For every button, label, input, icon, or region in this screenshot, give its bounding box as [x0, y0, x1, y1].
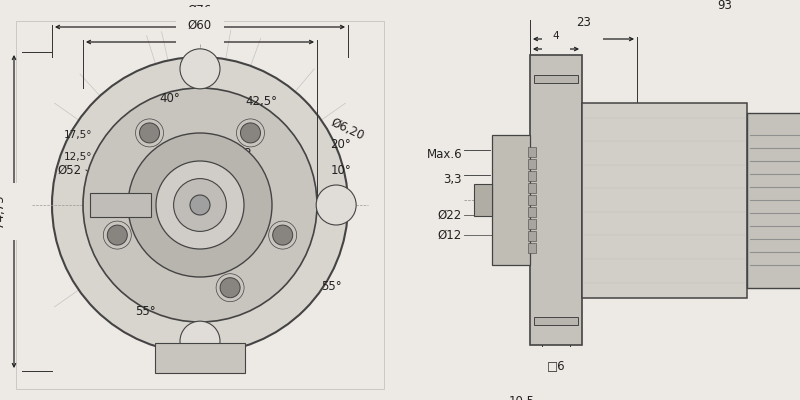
Text: 6,2: 6,2 — [233, 146, 251, 160]
Text: 4: 4 — [553, 31, 559, 41]
Text: 20°: 20° — [330, 138, 351, 152]
Text: 17,5°: 17,5° — [63, 130, 92, 140]
FancyBboxPatch shape — [528, 243, 536, 253]
Text: Ø76: Ø76 — [188, 4, 212, 17]
Circle shape — [156, 161, 244, 249]
Circle shape — [273, 225, 293, 245]
Text: □6: □6 — [546, 359, 566, 372]
FancyBboxPatch shape — [528, 195, 536, 205]
Text: 42,5°: 42,5° — [245, 95, 277, 108]
FancyBboxPatch shape — [528, 171, 536, 181]
Text: 10°: 10° — [330, 164, 351, 176]
Text: 3,3: 3,3 — [443, 174, 462, 186]
Text: 55°: 55° — [322, 280, 342, 293]
FancyBboxPatch shape — [528, 231, 536, 241]
FancyBboxPatch shape — [582, 102, 747, 298]
FancyBboxPatch shape — [528, 159, 536, 169]
FancyBboxPatch shape — [155, 343, 245, 373]
Circle shape — [52, 57, 348, 353]
Circle shape — [180, 321, 220, 361]
Circle shape — [316, 185, 356, 225]
Text: Ø6,20: Ø6,20 — [329, 116, 366, 142]
Text: 55°: 55° — [134, 305, 155, 318]
Text: 40°: 40° — [160, 92, 180, 105]
Circle shape — [241, 123, 261, 143]
FancyBboxPatch shape — [16, 21, 384, 389]
FancyBboxPatch shape — [492, 135, 530, 265]
FancyBboxPatch shape — [528, 147, 536, 157]
Circle shape — [139, 123, 159, 143]
Circle shape — [107, 225, 127, 245]
Circle shape — [128, 133, 272, 277]
Text: Max.6: Max.6 — [426, 148, 462, 162]
Circle shape — [174, 178, 226, 231]
Text: 74,75: 74,75 — [0, 195, 6, 228]
Circle shape — [180, 49, 220, 89]
Text: Ø22: Ø22 — [438, 208, 462, 222]
Circle shape — [220, 278, 240, 298]
Text: 23: 23 — [576, 16, 591, 29]
Text: 10,5: 10,5 — [509, 395, 535, 400]
Text: 12,5°: 12,5° — [63, 152, 92, 162]
FancyBboxPatch shape — [528, 207, 536, 217]
FancyBboxPatch shape — [747, 112, 800, 288]
FancyBboxPatch shape — [534, 75, 578, 83]
FancyBboxPatch shape — [530, 55, 582, 345]
Text: Ø52: Ø52 — [58, 164, 82, 176]
FancyBboxPatch shape — [528, 219, 536, 229]
FancyBboxPatch shape — [534, 317, 578, 325]
Circle shape — [190, 195, 210, 215]
Polygon shape — [90, 193, 151, 217]
FancyBboxPatch shape — [474, 184, 492, 216]
Text: 11: 11 — [201, 138, 215, 152]
FancyBboxPatch shape — [528, 183, 536, 193]
Text: Ø12: Ø12 — [438, 228, 462, 242]
Circle shape — [83, 88, 317, 322]
Text: Ø60: Ø60 — [188, 19, 212, 32]
Text: 93: 93 — [718, 0, 733, 12]
Text: M8: M8 — [139, 188, 157, 202]
